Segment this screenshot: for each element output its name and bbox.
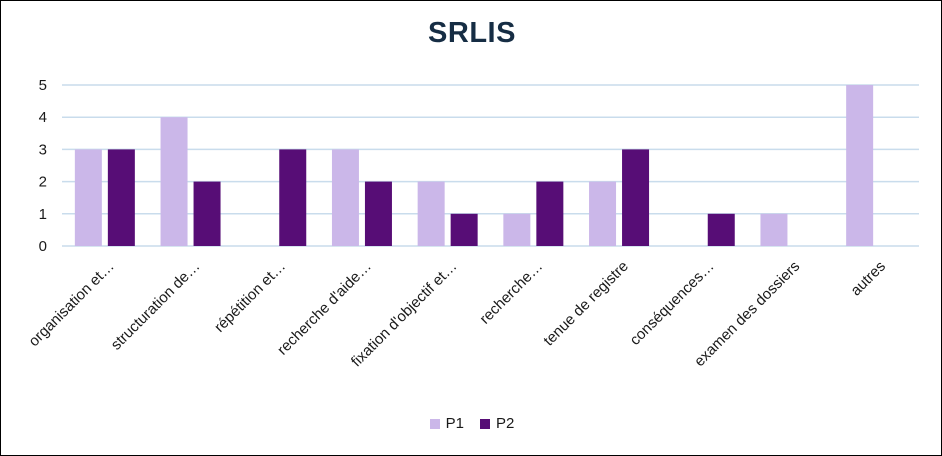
bar-p2-7 bbox=[707, 213, 735, 246]
x-category-label-7: conséquences… bbox=[627, 258, 718, 349]
bar-p2-5 bbox=[536, 181, 564, 246]
bar-p1-6 bbox=[589, 181, 617, 246]
legend-label-p1: P1 bbox=[445, 415, 464, 432]
y-tick-label-1: 1 bbox=[39, 206, 47, 223]
y-tick-label-5: 5 bbox=[39, 77, 47, 94]
x-category-label-0: organisation et… bbox=[25, 258, 117, 350]
bar-p2-3 bbox=[364, 181, 392, 246]
y-tick-label-2: 2 bbox=[39, 174, 47, 191]
chart-title: SRLIS bbox=[428, 17, 516, 49]
legend-label-p2: P2 bbox=[496, 415, 515, 432]
bar-p1-1 bbox=[160, 117, 188, 246]
x-category-label-1: structuration de… bbox=[108, 258, 204, 354]
bar-p1-5 bbox=[503, 213, 531, 246]
bar-p2-0 bbox=[107, 149, 135, 246]
x-category-label-6: tenue de registre bbox=[540, 258, 632, 350]
y-tick-label-3: 3 bbox=[39, 141, 47, 158]
bar-p1-4 bbox=[417, 181, 445, 246]
bar-p2-1 bbox=[193, 181, 221, 246]
x-category-label-3: recherche d'aide… bbox=[274, 258, 375, 359]
chart-legend: P1 P2 bbox=[1, 415, 942, 432]
legend-item-p2: P2 bbox=[480, 415, 514, 432]
bar-p2-2 bbox=[279, 149, 307, 246]
x-category-label-2: répétition et… bbox=[211, 258, 289, 336]
bar-p1-8 bbox=[760, 213, 788, 246]
bar-p1-9 bbox=[846, 85, 874, 246]
legend-swatch-p2 bbox=[480, 418, 490, 429]
x-category-label-5: recherche… bbox=[476, 258, 546, 328]
bar-p2-6 bbox=[622, 149, 650, 246]
bar-p1-0 bbox=[74, 149, 102, 246]
x-category-label-9: autres bbox=[847, 258, 889, 300]
bar-p2-4 bbox=[450, 213, 478, 246]
y-tick-label-4: 4 bbox=[39, 109, 47, 126]
y-tick-label-0: 0 bbox=[39, 238, 47, 255]
legend-swatch-p1 bbox=[429, 418, 440, 429]
bar-p1-3 bbox=[331, 149, 359, 246]
legend-item-p1: P1 bbox=[429, 415, 464, 432]
